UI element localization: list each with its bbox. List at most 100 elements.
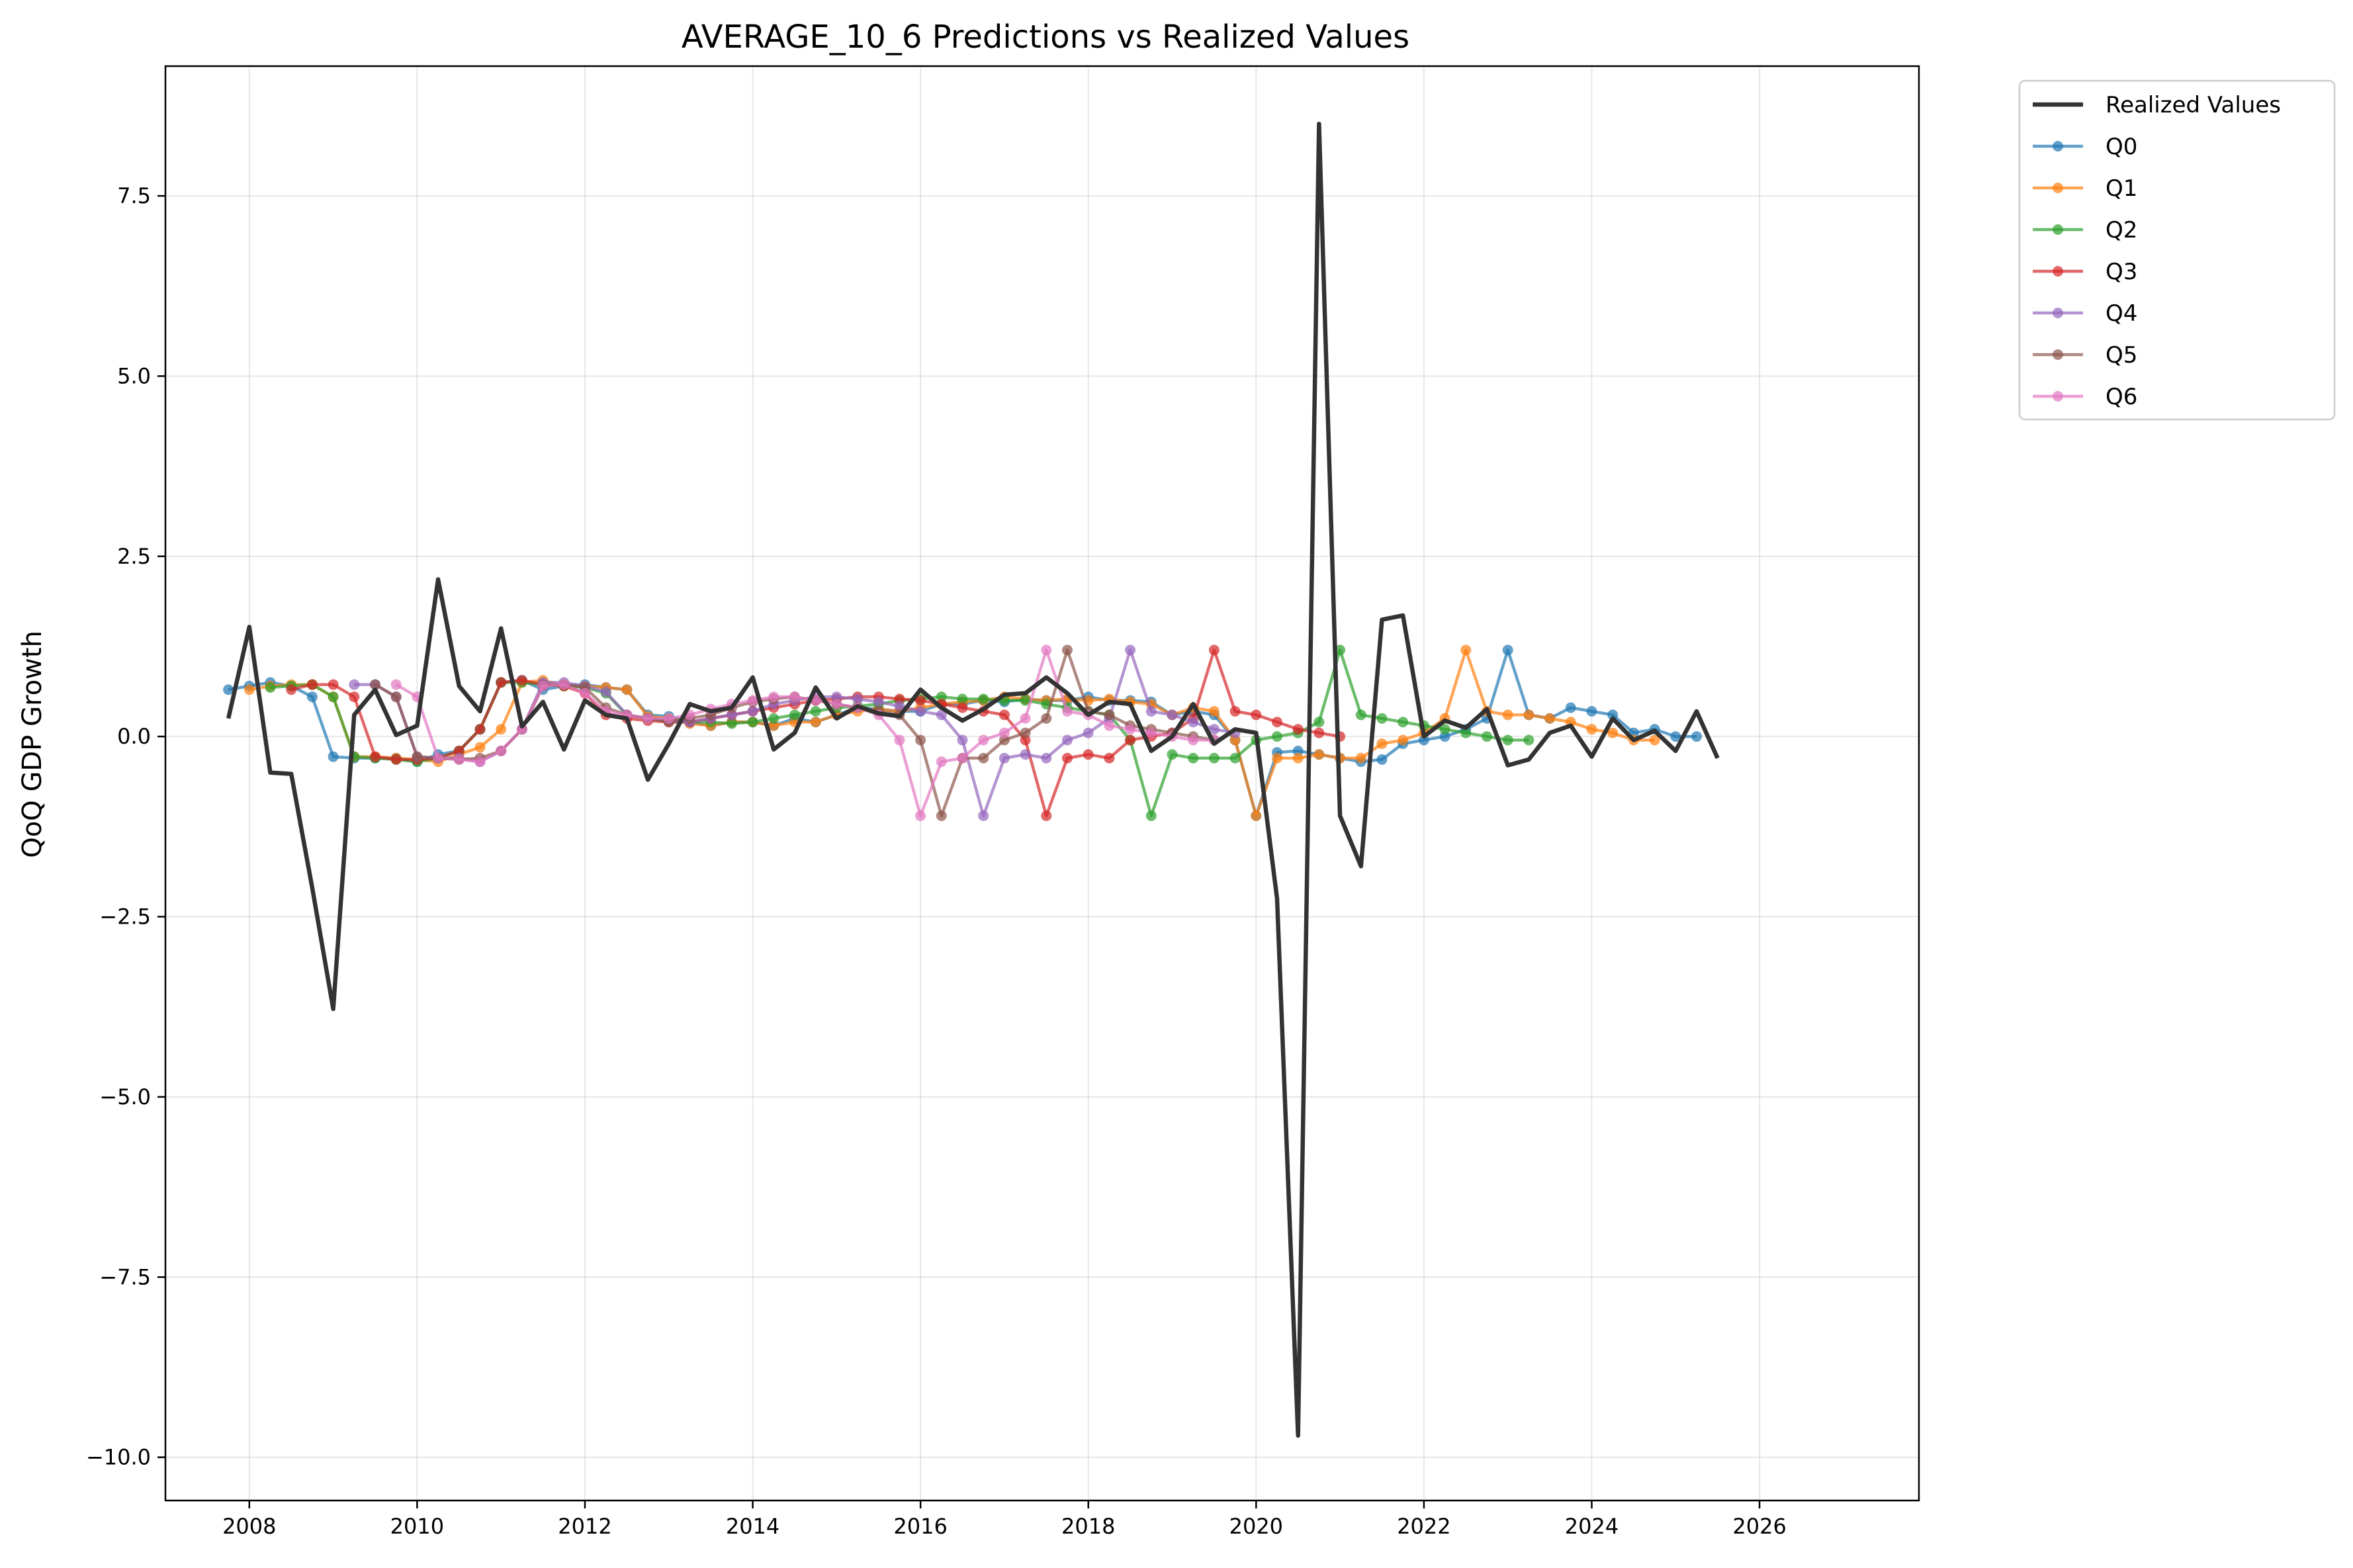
legend-item: Q2 bbox=[2033, 217, 2137, 243]
data-point-q2 bbox=[810, 706, 821, 717]
data-point-q4 bbox=[747, 706, 758, 717]
data-point-q4 bbox=[1125, 644, 1136, 656]
data-point-q4 bbox=[1020, 749, 1031, 760]
data-point-q3 bbox=[1062, 752, 1073, 763]
legend-label: Q3 bbox=[2106, 259, 2137, 285]
data-point-q1 bbox=[496, 724, 507, 735]
data-point-q1 bbox=[621, 684, 633, 695]
data-point-q5 bbox=[370, 679, 380, 690]
data-point-q2 bbox=[1376, 713, 1388, 724]
series-line-realized-values bbox=[226, 121, 1720, 1438]
plot-frame bbox=[164, 65, 1920, 1502]
y-axis-label: QoQ GDP Growth bbox=[17, 631, 48, 858]
data-point-q6 bbox=[789, 691, 800, 703]
data-point-q1 bbox=[1460, 644, 1472, 656]
data-point-q2 bbox=[747, 717, 758, 728]
y-tick-label: −2.5 bbox=[99, 904, 151, 930]
data-point-q4 bbox=[1041, 752, 1052, 763]
data-point-q3 bbox=[1292, 724, 1304, 735]
data-point-q6 bbox=[894, 734, 905, 746]
data-point-q2 bbox=[978, 693, 989, 705]
chart-title: AVERAGE_10_6 Predictions vs Realized Val… bbox=[682, 19, 1409, 56]
legend-item: Q0 bbox=[2033, 134, 2137, 160]
data-point-q2 bbox=[1188, 752, 1199, 763]
x-tick-label: 2016 bbox=[893, 1514, 947, 1539]
x-tick-label: 2020 bbox=[1229, 1514, 1283, 1539]
data-point-q6 bbox=[1041, 644, 1052, 656]
data-point-q4 bbox=[936, 709, 947, 720]
data-point-q2 bbox=[1439, 724, 1450, 735]
x-tick-label: 2022 bbox=[1397, 1514, 1450, 1539]
data-point-q0 bbox=[1670, 731, 1681, 742]
data-point-q4 bbox=[1083, 727, 1094, 738]
data-point-q3 bbox=[1041, 810, 1052, 821]
data-point-q2 bbox=[1208, 752, 1220, 763]
data-point-q1 bbox=[1251, 810, 1262, 821]
data-point-q3 bbox=[1251, 709, 1262, 720]
data-point-q2 bbox=[1229, 752, 1241, 763]
data-point-q5 bbox=[1020, 727, 1031, 738]
data-point-q3 bbox=[1272, 717, 1282, 728]
data-point-q4 bbox=[852, 693, 864, 705]
y-tick-label: 7.5 bbox=[117, 183, 151, 208]
data-point-q6 bbox=[1125, 724, 1136, 735]
data-point-q6 bbox=[957, 752, 968, 763]
legend-label: Q6 bbox=[2106, 384, 2137, 410]
y-tick-label: −10.0 bbox=[86, 1445, 151, 1470]
data-point-q5 bbox=[390, 691, 402, 703]
data-point-q6 bbox=[747, 695, 758, 706]
plot-area-border bbox=[164, 65, 1920, 1502]
data-point-q2 bbox=[1355, 709, 1366, 720]
legend-label: Q1 bbox=[2106, 175, 2137, 202]
data-point-q5 bbox=[915, 734, 926, 746]
legend-item: Q3 bbox=[2033, 259, 2137, 285]
data-point-q6 bbox=[1145, 727, 1157, 738]
data-point-q6 bbox=[580, 687, 590, 699]
legend-marker bbox=[2053, 183, 2063, 193]
data-point-q0 bbox=[1586, 706, 1597, 717]
data-point-q2 bbox=[1167, 749, 1178, 760]
legend-marker bbox=[2053, 266, 2063, 277]
legend-marker bbox=[2053, 224, 2063, 235]
data-point-q6 bbox=[474, 756, 486, 767]
data-point-q0 bbox=[306, 691, 318, 703]
x-tick-label: 2026 bbox=[1732, 1514, 1786, 1539]
legend-label: Q4 bbox=[2106, 300, 2137, 327]
y-tick-label: 0.0 bbox=[117, 724, 151, 749]
legend-box bbox=[2018, 79, 2336, 421]
data-point-q2 bbox=[265, 682, 276, 693]
data-point-q1 bbox=[1607, 727, 1619, 738]
y-tick-label: −7.5 bbox=[99, 1264, 151, 1289]
data-point-q4 bbox=[1188, 717, 1199, 728]
data-point-q3 bbox=[1313, 727, 1325, 738]
data-point-q6 bbox=[558, 679, 570, 690]
data-point-q0 bbox=[1376, 754, 1388, 765]
data-point-q4 bbox=[1062, 734, 1073, 746]
data-point-q2 bbox=[1272, 731, 1282, 742]
x-tick-label: 2010 bbox=[390, 1514, 444, 1539]
legend-item: Realized Values bbox=[2033, 92, 2281, 118]
data-point-q2 bbox=[1145, 810, 1157, 821]
data-point-q0 bbox=[1607, 709, 1619, 720]
data-point-q1 bbox=[1649, 734, 1660, 746]
data-point-q5 bbox=[936, 810, 947, 821]
data-point-q4 bbox=[915, 706, 926, 717]
data-point-q4 bbox=[600, 686, 611, 697]
legend-item: Q5 bbox=[2033, 342, 2137, 369]
data-point-q1 bbox=[1272, 752, 1282, 763]
data-point-q2 bbox=[328, 691, 339, 703]
data-point-q1 bbox=[1502, 709, 1513, 720]
legend-label: Realized Values bbox=[2106, 92, 2281, 118]
data-point-q2 bbox=[1502, 734, 1513, 746]
data-point-q6 bbox=[1062, 706, 1073, 717]
legend-label: Q2 bbox=[2106, 217, 2137, 243]
data-point-q5 bbox=[412, 751, 423, 762]
data-point-q1 bbox=[1523, 709, 1534, 720]
data-point-q2 bbox=[1020, 695, 1031, 706]
legend-item: Q6 bbox=[2033, 384, 2137, 410]
data-point-q6 bbox=[453, 754, 465, 765]
data-point-q4 bbox=[1208, 724, 1220, 735]
data-point-q4 bbox=[1167, 709, 1178, 720]
series-group bbox=[223, 121, 1720, 1438]
